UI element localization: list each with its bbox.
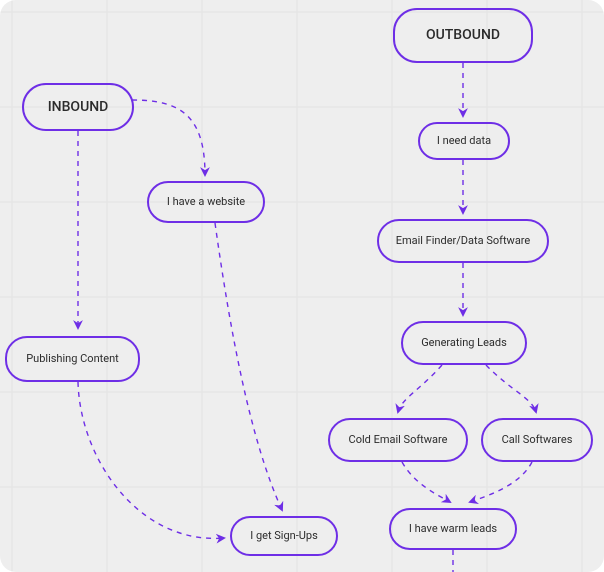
node-inbound: INBOUND (22, 83, 134, 131)
node-website: I have a website (147, 181, 265, 223)
node-callsoft: Call Softwares (481, 418, 593, 462)
node-signups: I get Sign-Ups (230, 516, 338, 556)
flowchart-canvas: INBOUND OUTBOUND I have a website Publishin… (0, 0, 604, 572)
node-emailfinder: Email Finder/Data Software (377, 219, 549, 263)
node-coldemail: Cold Email Software (328, 418, 468, 462)
node-warmleads: I have warm leads (389, 508, 517, 550)
node-needdata: I need data (418, 122, 510, 160)
node-genleads: Generating Leads (401, 321, 527, 365)
node-publish: Publishing Content (5, 336, 140, 382)
node-outbound: OUTBOUND (393, 8, 533, 63)
